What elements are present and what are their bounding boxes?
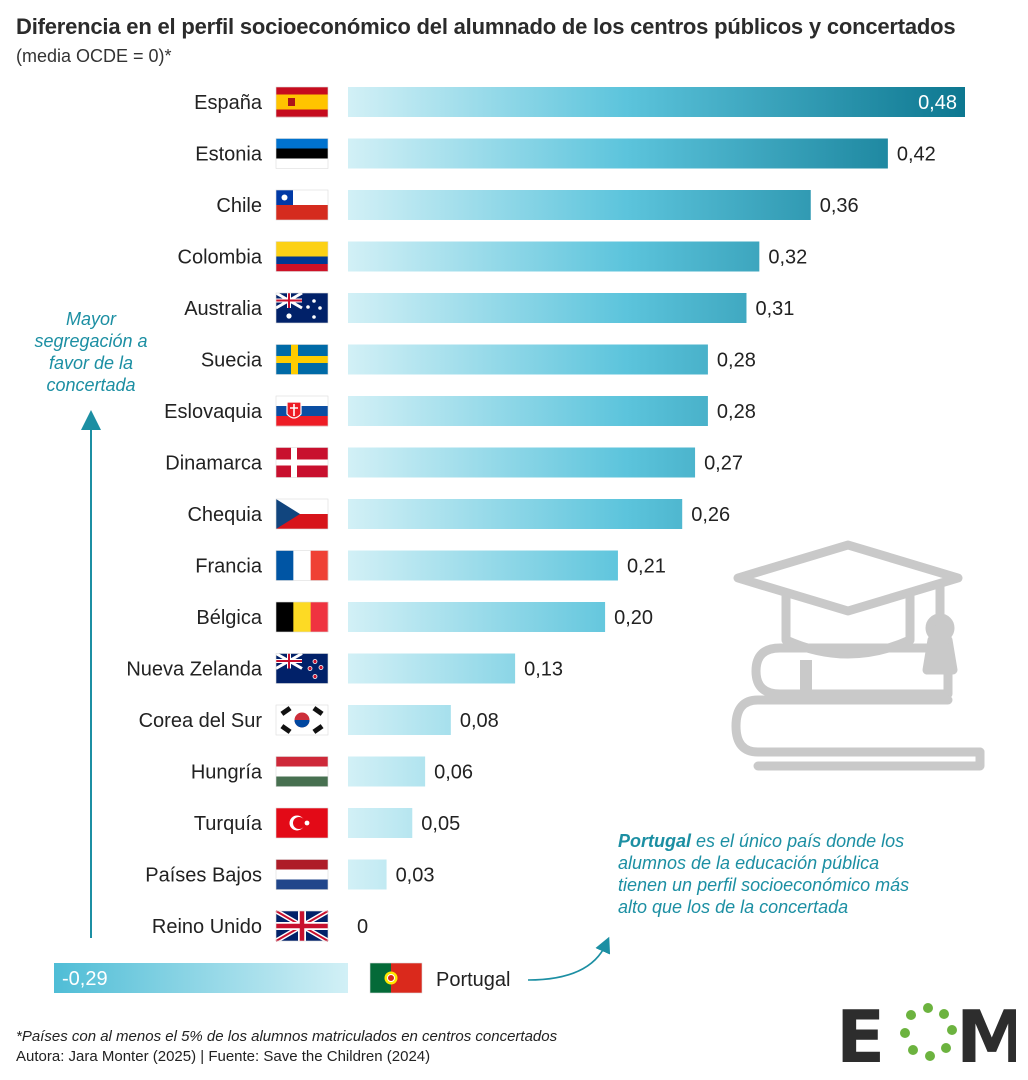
portugal-flag bbox=[369, 962, 423, 994]
category-label: Bélgica bbox=[196, 607, 262, 629]
netherlands-flag bbox=[275, 859, 329, 890]
value-label: 0,03 bbox=[396, 865, 435, 887]
colombia-flag bbox=[275, 241, 329, 272]
category-label: Chile bbox=[216, 195, 262, 217]
category-label: Australia bbox=[184, 298, 263, 320]
svg-text:M: M bbox=[956, 996, 1016, 1070]
portugal-note-bold: Portugal bbox=[618, 831, 692, 851]
portugal-note: Portugal es el único país donde los alum… bbox=[618, 830, 918, 918]
hungary-flag bbox=[275, 756, 329, 787]
value-label: 0,36 bbox=[820, 195, 859, 217]
bar bbox=[348, 241, 760, 272]
denmark-flag bbox=[275, 447, 329, 478]
value-label: 0,31 bbox=[755, 298, 794, 320]
belgium-flag bbox=[275, 601, 329, 633]
category-label: Corea del Sur bbox=[139, 710, 263, 732]
svg-text:E: E bbox=[836, 996, 883, 1070]
czechia-flag bbox=[275, 498, 329, 530]
bar bbox=[348, 602, 606, 632]
value-label: -0,29 bbox=[62, 968, 108, 990]
portugal-note-text: es el único país donde los alumnos de la… bbox=[618, 831, 910, 917]
bar bbox=[348, 293, 747, 323]
category-label: Portugal bbox=[436, 969, 511, 991]
category-label: Dinamarca bbox=[165, 453, 263, 475]
value-label: 0,26 bbox=[691, 504, 730, 526]
credits: Autora: Jara Monter (2025) | Fuente: Sav… bbox=[16, 1048, 431, 1065]
bar bbox=[348, 344, 708, 375]
value-label: 0,42 bbox=[897, 144, 936, 166]
australia-flag bbox=[275, 291, 329, 324]
value-label: 0,08 bbox=[460, 710, 499, 732]
bar bbox=[348, 447, 696, 478]
south-korea-flag bbox=[275, 704, 329, 736]
new-zealand-flag bbox=[275, 652, 329, 684]
bar bbox=[348, 808, 413, 838]
bar bbox=[348, 138, 888, 169]
value-label: 0,13 bbox=[524, 659, 563, 681]
category-label: Colombia bbox=[178, 247, 263, 269]
graduation-books-icon bbox=[731, 540, 985, 771]
category-label: Turquía bbox=[194, 813, 263, 835]
slovakia-flag bbox=[275, 395, 329, 427]
value-label: 0,28 bbox=[717, 401, 756, 423]
eom-logo: E M bbox=[836, 996, 1016, 1070]
value-label: 0 bbox=[357, 916, 368, 938]
category-label: Francia bbox=[195, 556, 263, 578]
category-label: Nueva Zelanda bbox=[126, 659, 263, 681]
bar bbox=[348, 705, 451, 735]
sweden-flag bbox=[275, 344, 329, 375]
value-label: 0,06 bbox=[434, 762, 473, 784]
category-label: Estonia bbox=[195, 144, 263, 166]
estonia-flag bbox=[275, 138, 329, 169]
value-label: 0,48 bbox=[918, 92, 957, 114]
value-label: 0,27 bbox=[704, 453, 743, 475]
value-label: 0,32 bbox=[768, 247, 807, 269]
value-label: 0,28 bbox=[717, 350, 756, 372]
category-label: Suecia bbox=[201, 350, 263, 372]
portugal-note-arrow bbox=[527, 936, 611, 981]
category-label: Chequia bbox=[187, 504, 262, 526]
category-label: Países Bajos bbox=[145, 865, 262, 887]
bar bbox=[348, 499, 683, 529]
value-label: 0,20 bbox=[614, 607, 653, 629]
value-label: 0,05 bbox=[421, 813, 460, 835]
bar bbox=[348, 550, 618, 581]
category-label: España bbox=[194, 92, 263, 114]
value-label: 0,21 bbox=[627, 556, 666, 578]
bar bbox=[54, 963, 348, 993]
bar bbox=[348, 756, 426, 787]
bar bbox=[348, 190, 811, 220]
footnote: *Países con al menos el 5% de los alumno… bbox=[16, 1028, 558, 1045]
chart-title: Diferencia en el perfil socioeconómico d… bbox=[16, 14, 956, 39]
category-label: Hungría bbox=[191, 762, 263, 784]
chart-subtitle: (media OCDE = 0)* bbox=[16, 46, 172, 66]
category-label: Reino Unido bbox=[152, 916, 262, 938]
bar bbox=[348, 396, 708, 426]
segregation-note: Mayor segregación a favor de la concerta… bbox=[34, 309, 148, 395]
france-flag bbox=[275, 550, 329, 581]
category-label: Eslovaquia bbox=[164, 401, 263, 423]
spain-flag bbox=[275, 86, 329, 118]
bar bbox=[348, 87, 965, 117]
bar bbox=[348, 859, 387, 890]
bar bbox=[348, 653, 516, 684]
uk-flag bbox=[274, 908, 330, 944]
turkey-flag bbox=[275, 807, 329, 839]
chile-flag bbox=[275, 189, 329, 221]
